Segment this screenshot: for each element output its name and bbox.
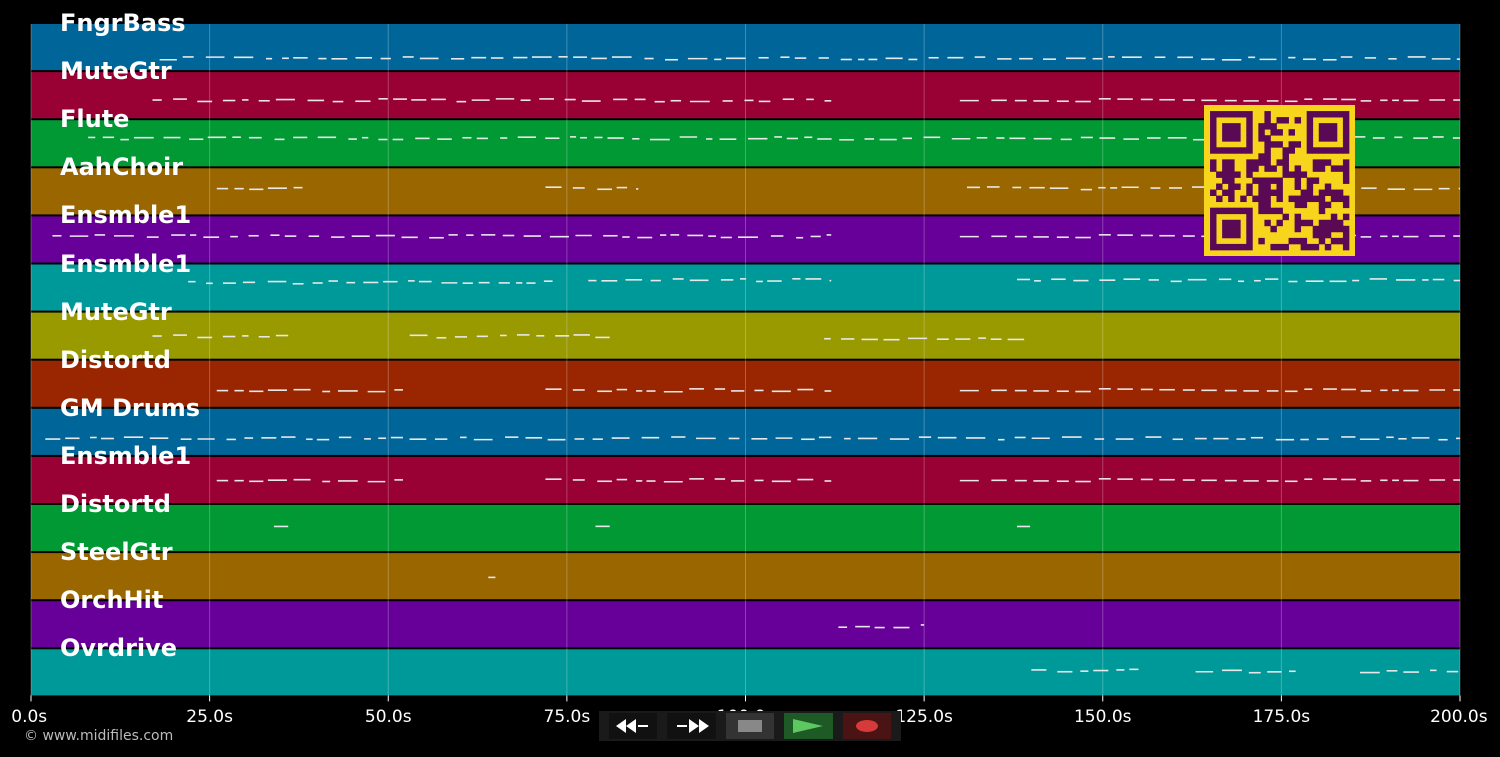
qr-code-image — [1210, 111, 1350, 251]
time-tick-label: 25.0s — [186, 707, 233, 727]
track-label: AahChoir — [60, 153, 184, 182]
track-lane — [31, 312, 1460, 359]
track-lane — [31, 505, 1460, 552]
track-label: SteelGtr — [60, 538, 173, 567]
track-label: Distortd — [60, 490, 171, 518]
time-tick-label: 75.0s — [543, 707, 591, 727]
record-button[interactable] — [842, 713, 892, 739]
fast-forward-button[interactable] — [667, 713, 716, 739]
record-icon — [855, 720, 878, 732]
track-label: Ensmble1 — [60, 249, 192, 278]
track-label: MuteGtr — [60, 57, 172, 86]
track-label: Flute — [60, 105, 130, 134]
play-button[interactable] — [784, 713, 833, 739]
track-lane — [31, 649, 1460, 696]
track-label: Ensmble1 — [60, 441, 192, 470]
track-lane — [31, 24, 1460, 71]
track-label: GM Drums — [60, 393, 201, 422]
time-tick-label: 175.0s — [1252, 707, 1311, 727]
time-tick-label: 125.0s — [895, 707, 953, 727]
rewind-icon — [616, 719, 649, 733]
rewind-button[interactable] — [609, 713, 658, 739]
time-tick-label: 150.0s — [1073, 707, 1132, 727]
track-label: OrchHit — [60, 586, 164, 615]
track-label: Ovrdrive — [60, 634, 178, 663]
stop-button[interactable] — [725, 713, 775, 739]
track-lane — [31, 264, 1460, 311]
play-icon — [793, 719, 824, 733]
track-label: FngrBass — [60, 9, 186, 37]
transport-controls — [599, 711, 901, 741]
stop-icon — [738, 720, 763, 732]
track-label: MuteGtr — [60, 297, 172, 326]
track-lane — [31, 601, 1460, 648]
fast-forward-icon — [676, 719, 709, 733]
time-tick-label: 0.0s — [11, 707, 48, 727]
track-lane — [31, 408, 1460, 455]
time-tick-label: 50.0s — [364, 707, 412, 727]
track-label: Distortd — [60, 345, 171, 374]
track-label: Ensmble1 — [60, 201, 192, 230]
track-lane — [31, 360, 1460, 407]
time-tick-label: 200.0s — [1430, 707, 1488, 727]
copyright-notice: © www.midifiles.com — [24, 728, 174, 744]
track-lane — [31, 553, 1460, 600]
qr-code — [1204, 105, 1355, 256]
